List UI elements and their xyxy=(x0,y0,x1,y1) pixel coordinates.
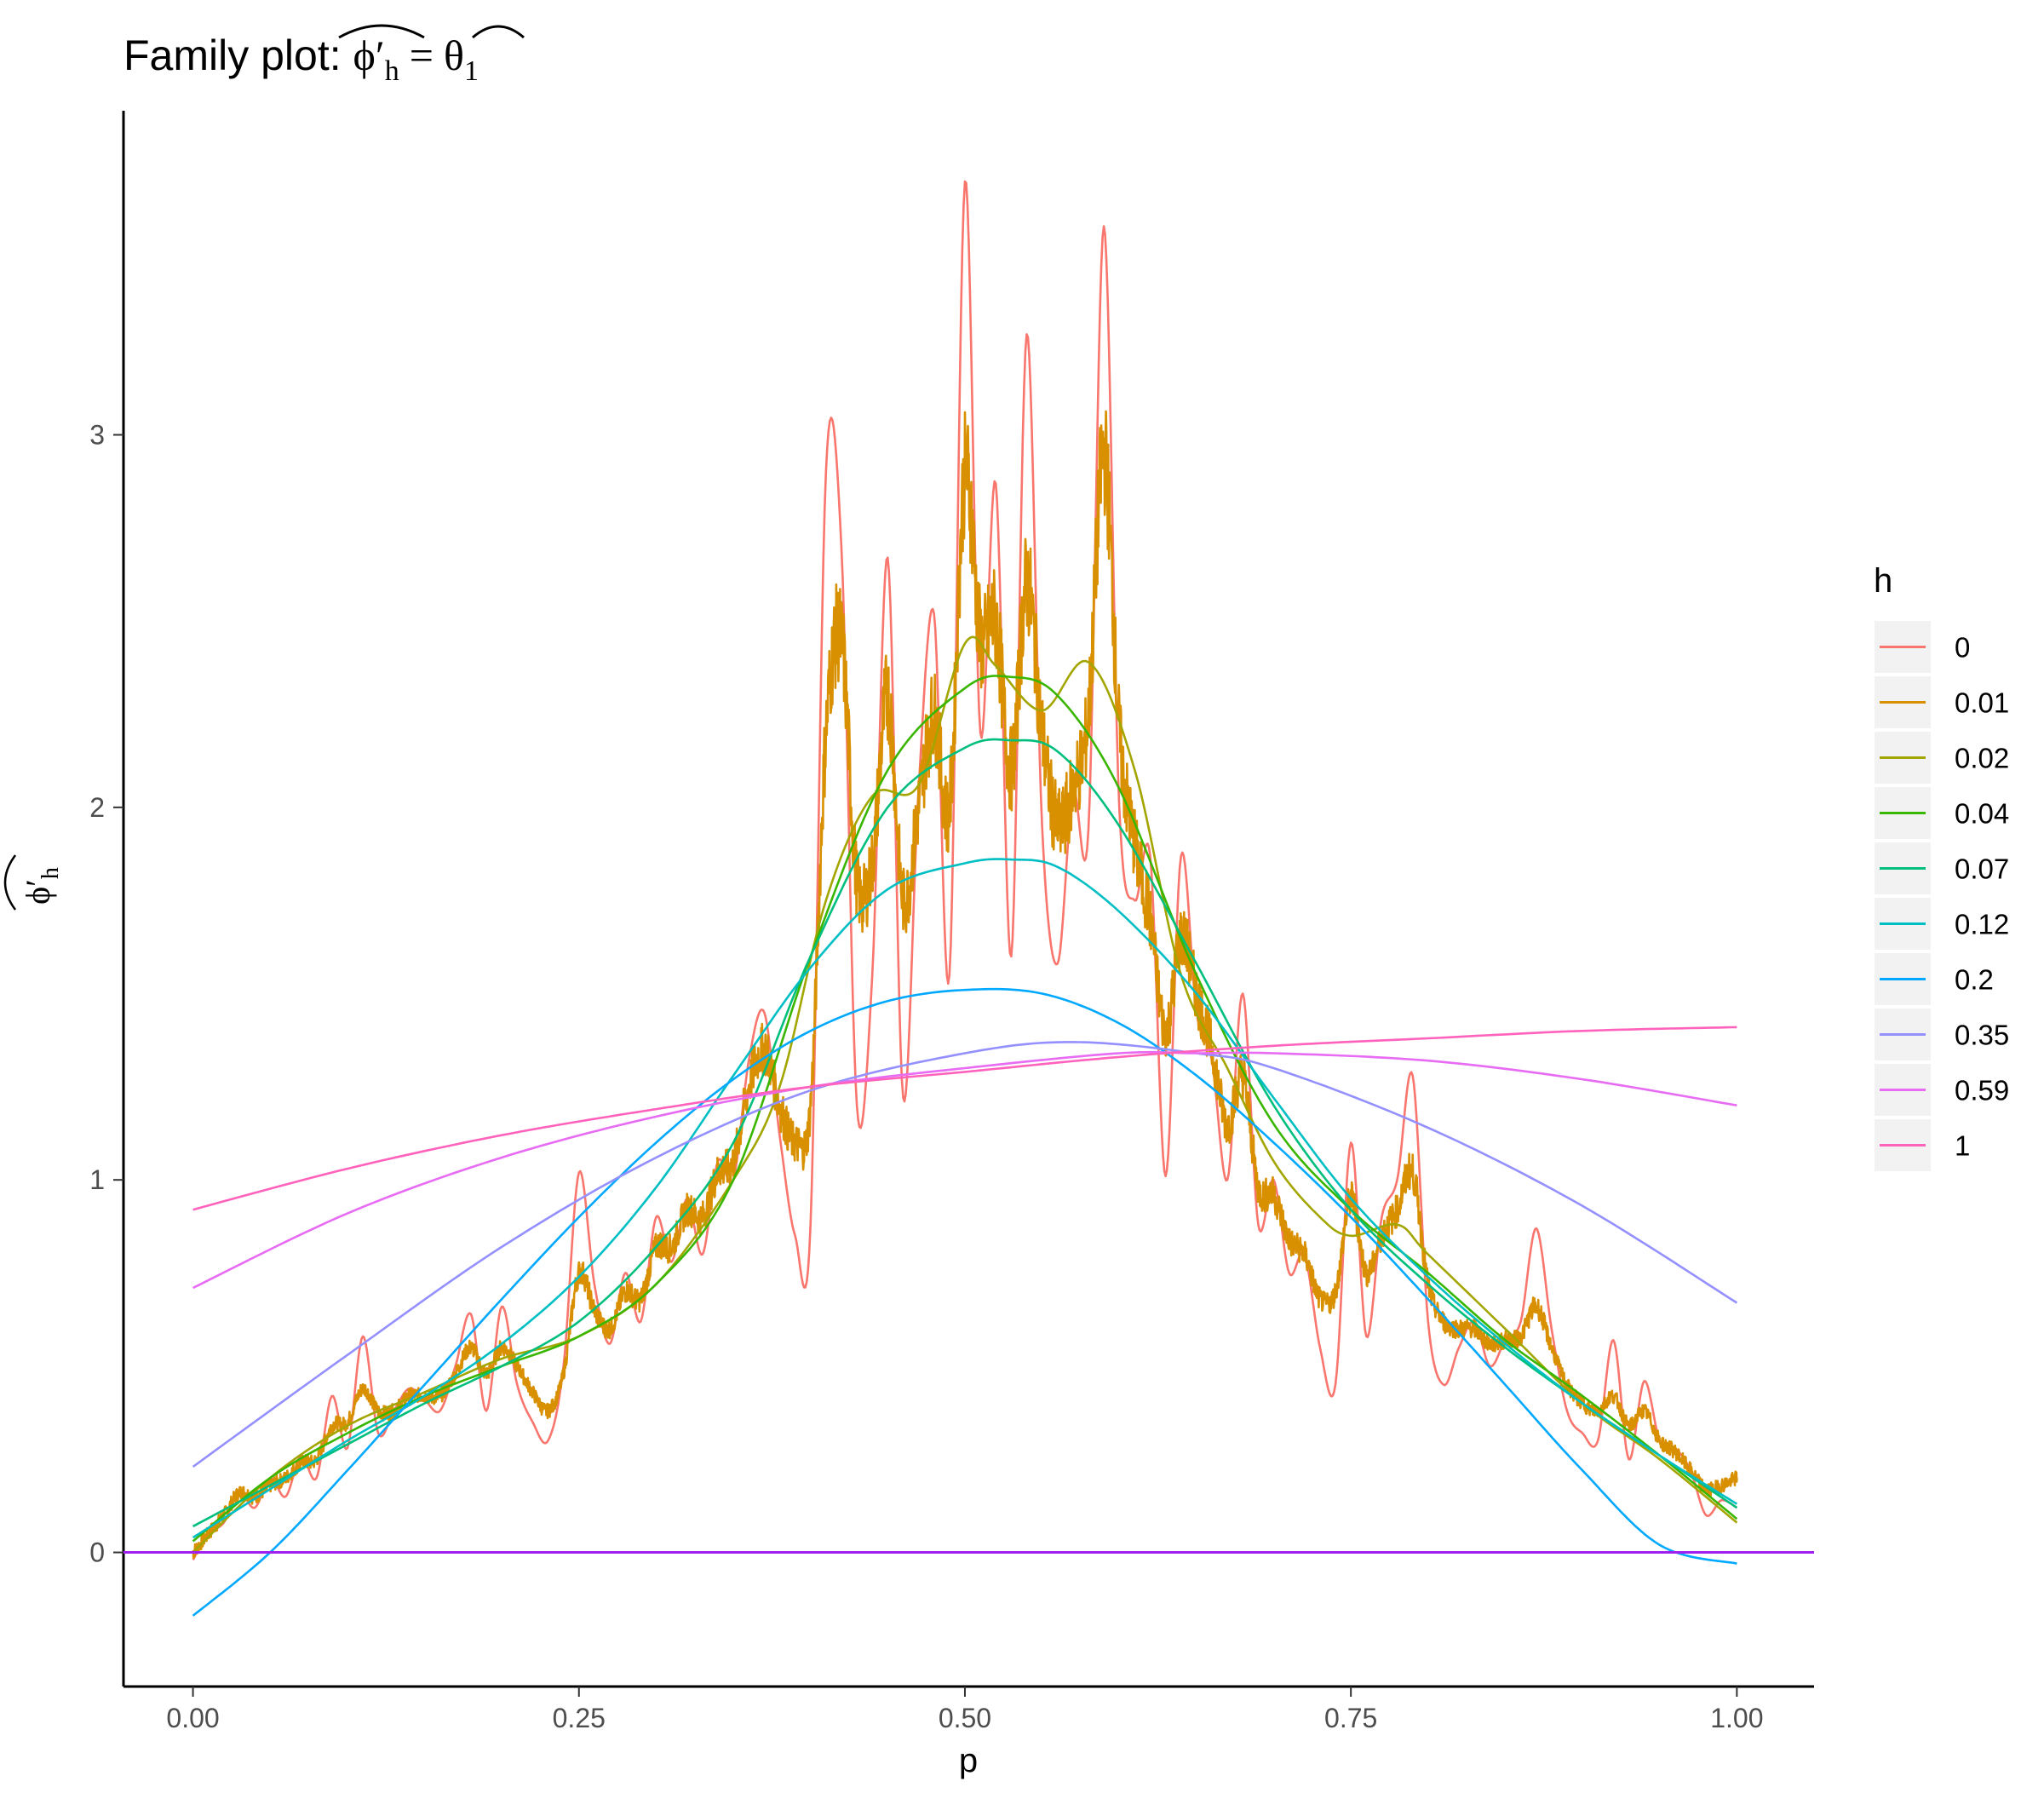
title-prefix: Family plot: xyxy=(123,32,353,79)
legend-label-0: 0 xyxy=(1955,632,1970,664)
title-rhs-hat xyxy=(472,25,525,39)
series-line-h-0.04 xyxy=(192,675,1738,1543)
x-tick-label: 0.50 xyxy=(939,1703,991,1733)
title-lhs-sub: h xyxy=(385,55,399,87)
title-lhs-base: ϕ′ xyxy=(353,32,385,79)
legend-label-0.02: 0.02 xyxy=(1955,743,2009,774)
series-line-h-0.02 xyxy=(192,635,1738,1554)
y-axis-title-sub: h xyxy=(37,867,64,879)
series-line-h-0.12 xyxy=(192,858,1738,1539)
legend-label-0.2: 0.2 xyxy=(1955,964,1994,996)
y-axis-title-base: ϕ′ xyxy=(19,879,57,905)
legend: h 0 0.01 0.02 0.04 0.07 0.12 0.2 0.35 0.59 1 xyxy=(1873,562,2009,1173)
y-axis-title: ϕ′h xyxy=(3,854,64,911)
legend-label-0.04: 0.04 xyxy=(1955,798,2009,830)
title-lhs-hat xyxy=(338,24,425,39)
x-axis-title: p xyxy=(959,1742,978,1779)
title-rhs-sub: 1 xyxy=(464,55,479,87)
legend-label-0.59: 0.59 xyxy=(1955,1075,2009,1106)
x-tick-label: 0.00 xyxy=(166,1703,219,1733)
svg-text:ϕ′h: ϕ′h xyxy=(19,867,64,905)
legend-title: h xyxy=(1874,562,1892,600)
y-tick-label: 0 xyxy=(89,1537,105,1568)
x-tick-label: 1.00 xyxy=(1710,1703,1763,1733)
legend-label-1: 1 xyxy=(1955,1130,1970,1162)
y-axis-title-hat xyxy=(3,854,17,911)
legend-label-0.12: 0.12 xyxy=(1955,909,2009,940)
x-tick-label: 0.25 xyxy=(553,1703,606,1733)
series-line-h-1 xyxy=(192,1026,1737,1211)
series-line-h-0.35 xyxy=(192,1041,1738,1468)
svg-text:Family plot: ϕ′h=θ1: Family plot: ϕ′h = θ1 xyxy=(123,32,479,87)
y-tick-label: 3 xyxy=(89,419,105,450)
legend-label-0.07: 0.07 xyxy=(1955,853,2009,885)
axis-ticks: 0.00 0.25 0.50 0.75 1.00 0 1 2 3 xyxy=(89,419,1763,1733)
chart-title: Family plot: ϕ′h = θ1 xyxy=(123,24,525,87)
legend-label-0.35: 0.35 xyxy=(1955,1020,2009,1051)
title-rhs-base: θ xyxy=(444,32,464,79)
series-line-h-0.07 xyxy=(192,738,1738,1528)
series-layer xyxy=(192,180,1738,1617)
y-tick-label: 1 xyxy=(89,1164,105,1195)
series-line-h-0.2 xyxy=(192,987,1737,1617)
series-line-h-0.59 xyxy=(192,1050,1737,1290)
y-tick-label: 2 xyxy=(89,792,105,823)
legend-label-0.01: 0.01 xyxy=(1955,687,2009,719)
x-tick-label: 0.75 xyxy=(1324,1703,1377,1733)
title-equals: = xyxy=(410,32,433,79)
